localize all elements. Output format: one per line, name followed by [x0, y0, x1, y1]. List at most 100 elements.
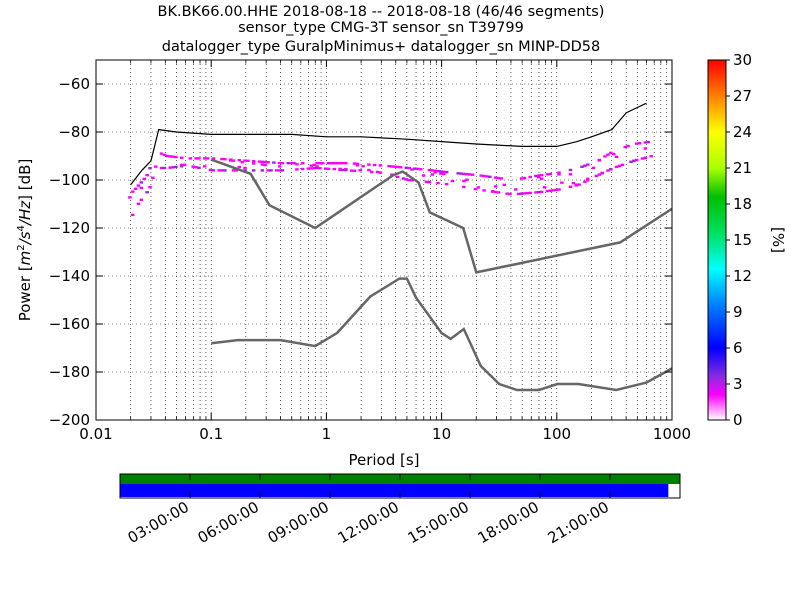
psd-outlier-cell — [133, 187, 138, 190]
psd-outlier-cell — [217, 169, 221, 172]
psd-outlier-cell — [286, 162, 290, 165]
psd-outlier-cell — [557, 188, 561, 191]
psd-outlier-cell — [568, 185, 573, 188]
psd-outlier-cell — [395, 175, 400, 179]
psd-outlier-cell — [130, 190, 135, 193]
psd-outlier-cell — [246, 159, 250, 163]
psd-outlier-cell — [352, 169, 357, 173]
psd-outlier-cell — [525, 191, 530, 195]
psd-outlier-cell — [332, 162, 337, 165]
psd-outlier-cell — [315, 162, 319, 165]
figure-title-line-1: BK.BK66.00.HHE 2018-08-18 -- 2018-08-18 … — [158, 4, 605, 20]
psd-outlier-cell — [344, 162, 348, 165]
psd-outlier-cell — [603, 155, 607, 158]
psd-outlier-cell — [545, 189, 550, 193]
psd-outlier-cell — [220, 157, 224, 161]
y-tick-label: −100 — [49, 171, 90, 189]
psd-outlier-cell — [240, 160, 244, 164]
psd-outlier-cell — [205, 157, 210, 160]
psd-outlier-cell — [329, 162, 334, 165]
psd-outlier-cell — [352, 162, 357, 165]
y-ticks: −200 −180 −160 −140 −120 −100 −80 −60 — [49, 75, 672, 429]
psd-outlier-cell — [390, 165, 394, 168]
colorbar-tick-label: 27 — [733, 87, 752, 105]
ppsd-plot: 0.01 0.1 1 10 100 1000 −200 −180 −160 −140 −120 −1… — [49, 59, 691, 443]
psd-outlier-cell — [571, 181, 576, 185]
psd-outlier-cell — [488, 175, 492, 179]
psd-outlier-cell — [361, 165, 365, 168]
psd-outlier-cell — [148, 167, 152, 170]
psd-outlier-cell — [427, 168, 432, 172]
psd-outlier-cell — [433, 169, 437, 172]
colorbar-tick-label: 21 — [733, 159, 752, 177]
psd-outlier-cell — [194, 157, 198, 160]
psd-outlier-cell — [614, 155, 619, 159]
psd-outlier-cell — [560, 181, 564, 184]
psd-outlier-cell — [277, 161, 282, 165]
psd-outlier-cell — [514, 188, 518, 191]
processed-psd-bar — [120, 484, 669, 497]
psd-outlier-cell — [191, 165, 195, 168]
psd-outlier-cell — [237, 165, 242, 169]
psd-outlier-cell — [413, 167, 417, 170]
psd-outlier-cell — [309, 164, 314, 167]
psd-outlier-cell — [326, 167, 331, 171]
psd-outlier-cell — [263, 163, 267, 167]
psd-outlier-cell — [372, 163, 377, 167]
psd-outlier-cell — [462, 179, 466, 183]
psd-outlier-cell — [266, 169, 270, 172]
psd-outlier-cell — [395, 165, 400, 169]
psd-outlier-cell — [300, 167, 305, 171]
psd-outlier-cell — [416, 167, 420, 171]
y-tick-label: −120 — [49, 219, 90, 237]
psd-outlier-cell — [289, 162, 293, 165]
psd-outlier-cell — [554, 188, 558, 192]
psd-outlier-cell — [482, 174, 486, 178]
psd-outlier-cell — [551, 189, 555, 192]
psd-outlier-cell — [145, 191, 149, 194]
psd-outlier-cell — [315, 165, 319, 168]
colorbar-tick-label: 18 — [733, 195, 752, 213]
psd-outlier-cell — [534, 174, 538, 178]
psd-outlier-cell — [182, 163, 187, 166]
psd-outlier-cell — [148, 185, 152, 189]
time-tick-label: 06:00:00 — [195, 498, 262, 547]
colorbar-tick-label: 6 — [733, 339, 743, 357]
colorbar: 0 3 6 9 12 15 18 21 24 27 30 [%] — [707, 51, 787, 429]
psd-outlier-cell — [643, 141, 648, 144]
psd-outlier-cell — [427, 180, 432, 184]
psd-outlier-cell — [430, 173, 434, 176]
psd-outlier-cell — [614, 165, 619, 169]
psd-outlier-cell — [292, 162, 296, 165]
psd-outlier-cell — [349, 169, 354, 172]
psd-outlier-cell — [617, 164, 622, 168]
psd-outlier-cell — [473, 187, 478, 191]
psd-outlier-cell — [335, 162, 339, 165]
figure-title-line-3: datalogger_type GuralpMinimus+ datalogge… — [162, 39, 601, 55]
psd-outlier-cell — [306, 167, 311, 170]
psd-outlier-cell — [516, 192, 521, 196]
psd-outlier-cell — [404, 166, 409, 169]
psd-outlier-cell — [539, 190, 544, 194]
psd-outlier-cell — [332, 167, 337, 171]
psd-outlier-cell — [367, 163, 371, 166]
psd-outlier-cell — [162, 153, 167, 157]
psd-outlier-cell — [234, 169, 239, 172]
nlnm-line — [211, 277, 672, 392]
psd-outlier-cell — [591, 166, 596, 170]
psd-outlier-cell — [321, 162, 325, 165]
colorbar-tick-label: 0 — [733, 411, 743, 429]
psd-outlier-cell — [387, 164, 391, 168]
psd-outlier-cell — [211, 169, 216, 172]
psd-outlier-cell — [260, 160, 265, 164]
psd-outlier-cell — [485, 175, 489, 178]
psd-outlier-cell — [462, 172, 466, 176]
psd-outlier-cell — [188, 157, 193, 160]
psd-outlier-cell — [548, 189, 553, 192]
psd-outlier-cell — [586, 179, 590, 182]
psd-outlier-cell — [493, 190, 498, 194]
psd-outlier-cell — [300, 162, 305, 165]
psd-outlier-cell — [323, 167, 328, 170]
psd-outlier-cell — [139, 198, 144, 202]
y-tick-label: −160 — [49, 315, 90, 333]
